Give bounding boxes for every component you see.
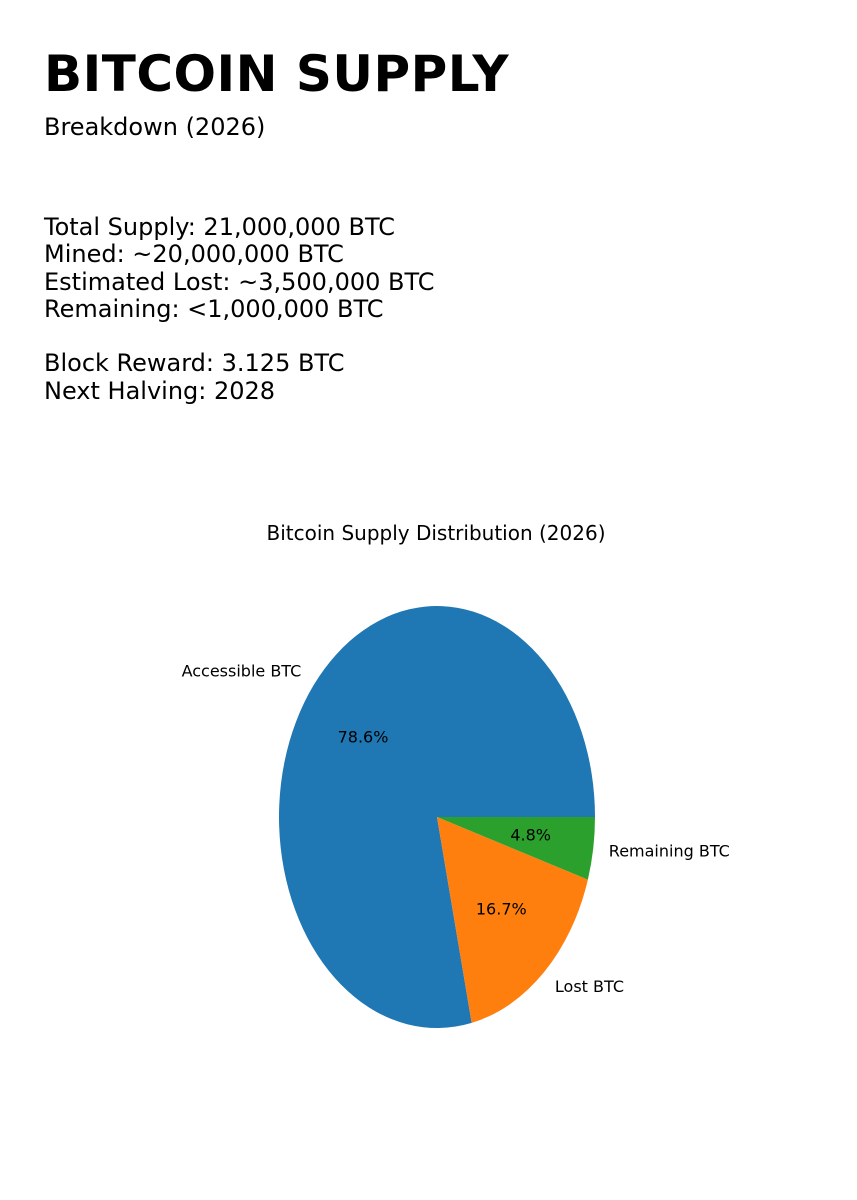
page-subtitle: Breakdown (2026) [44,113,266,141]
page-title: BITCOIN SUPPLY [44,45,510,103]
pie-labels: Accessible BTC 78.6% Lost BTC 16.7% Remainin… [182,662,730,997]
pie-slice-remaining-btc [437,817,595,880]
pie-chart-container: Bitcoin Supply Distribution (2026) Acces… [0,500,857,1060]
supply-stats: Total Supply: 21,000,000 BTC Mined: ~20,… [44,213,435,405]
stat-next-halving: Next Halving: 2028 [44,376,276,405]
stat-mined: Mined: ~20,000,000 BTC [44,240,344,269]
slice-label: Accessible BTC [182,662,302,681]
stat-remaining: Remaining: <1,000,000 BTC [44,294,384,323]
pie-slice-lost-btc [437,817,588,1023]
slice-label: Lost BTC [555,977,624,996]
stat-estimated-lost: Estimated Lost: ~3,500,000 BTC [44,267,435,296]
pie-slice-accessible-btc [279,606,595,1029]
slice-label: Remaining BTC [609,841,730,860]
percent-label: 4.8% [510,826,551,845]
chart-title: Bitcoin Supply Distribution (2026) [267,521,606,545]
stat-total-supply: Total Supply: 21,000,000 BTC [44,213,395,241]
pie-slices [279,606,595,1029]
stat-block-reward: Block Reward: 3.125 BTC [44,349,345,378]
percent-label: 16.7% [476,900,527,919]
stats-spacer [44,323,435,350]
pie-chart: Bitcoin Supply Distribution (2026) Acces… [182,521,730,1029]
percent-label: 78.6% [338,727,389,746]
